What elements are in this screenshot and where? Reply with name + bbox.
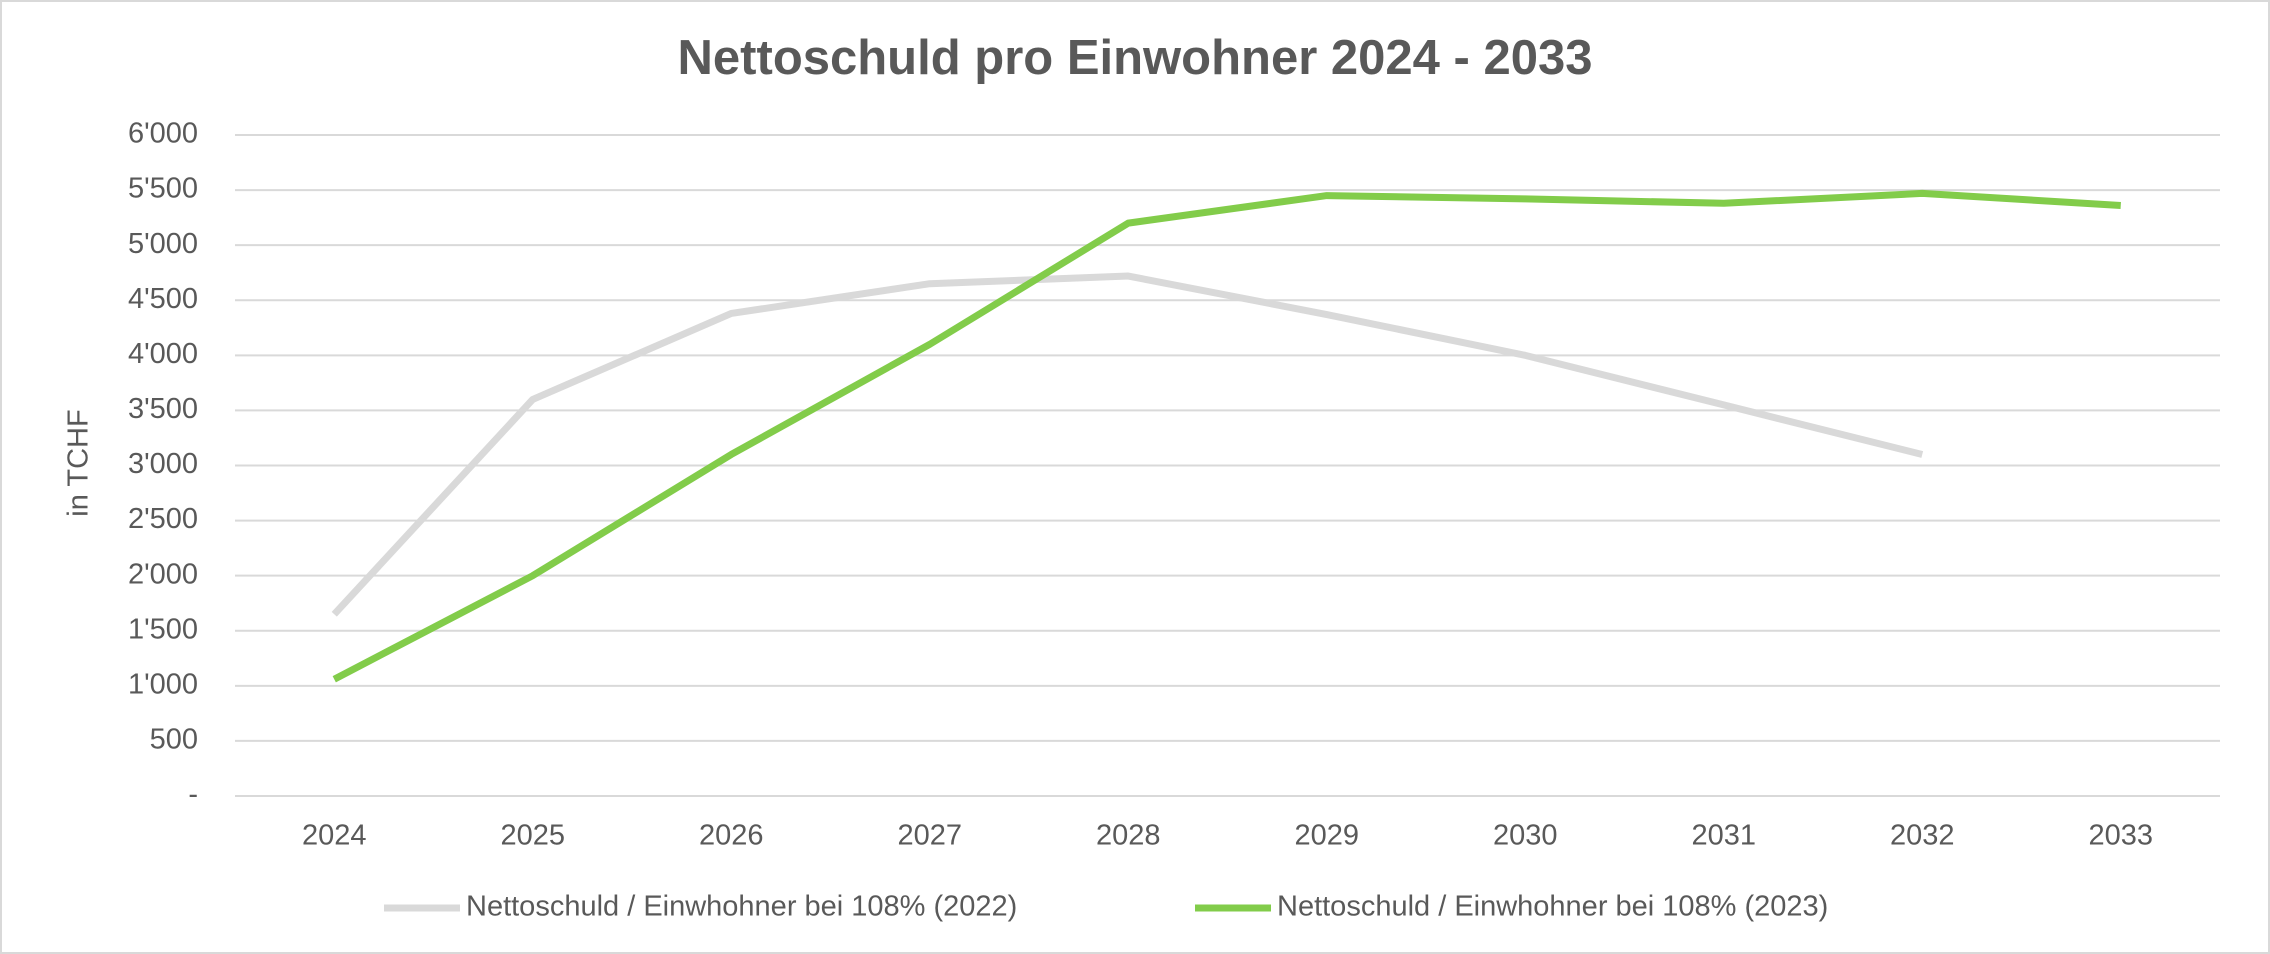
y-tick-label: - [188,779,198,811]
x-tick-label: 2026 [699,820,764,852]
y-tick-label: 1'000 [128,668,198,700]
series-line [332,189,2121,683]
y-tick-label: 5'000 [128,228,198,260]
y-tick-label: 4'500 [128,283,198,315]
x-tick-label: 2028 [1096,820,1161,852]
x-tick-label: 2025 [500,820,565,852]
y-tick-label: 500 [150,724,198,756]
legend-label: Nettoschuld / Einwhohner bei 108% (2023) [1277,891,1828,923]
y-tick-label: 6'000 [128,118,198,150]
y-tick-label: 3'000 [128,448,198,480]
y-axis-label: in TCHF [63,409,95,516]
y-tick-label: 1'500 [128,613,198,645]
x-tick-label: 2031 [1691,820,1756,852]
y-tick-label: 2'000 [128,558,198,590]
y-tick-label: 2'500 [128,503,198,535]
series-line [331,272,1924,617]
legend-label: Nettoschuld / Einwhohner bei 108% (2022) [466,891,1017,923]
x-tick-label: 2024 [302,820,367,852]
x-tick-label: 2030 [1493,820,1558,852]
x-tick-label: 2027 [897,820,962,852]
y-tick-label: 3'500 [128,393,198,425]
y-tick-label: 4'000 [128,338,198,370]
x-tick-label: 2033 [2088,820,2153,852]
x-tick-label: 2029 [1294,820,1359,852]
chart-title: Nettoschuld pro Einwohner 2024 - 2033 [678,31,1593,85]
x-tick-label: 2032 [1890,820,1955,852]
y-tick-label: 5'500 [128,173,198,205]
